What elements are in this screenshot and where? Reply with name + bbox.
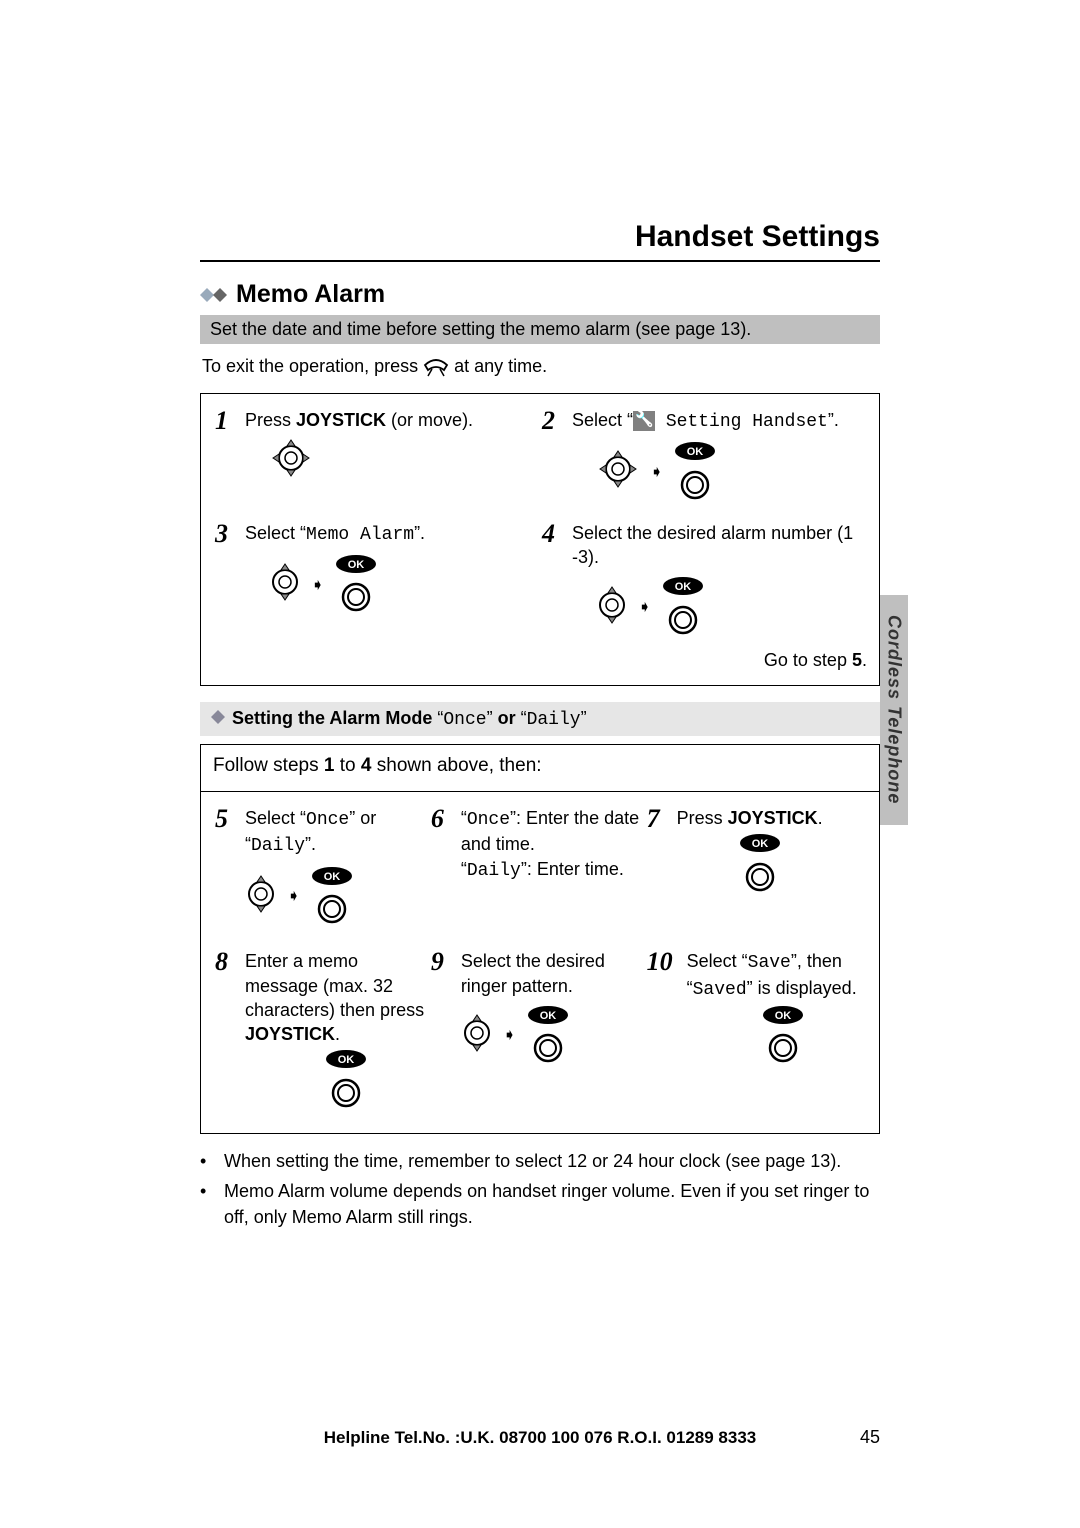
step-3: 3 Select “Memo Alarm”. ➧ [213, 517, 540, 646]
hangup-icon [422, 350, 450, 383]
step-10: 10 Select “Save”, then “Saved” is displa… [645, 945, 861, 1119]
press-icon [340, 581, 372, 619]
ok-icon [673, 442, 717, 466]
page-title: Handset Settings [200, 220, 880, 262]
joystick-full-icon [269, 436, 313, 486]
bullet-icon: • [200, 1178, 214, 1230]
page-number: 45 [860, 1427, 880, 1448]
step-6: 6 “Once”: Enter the date and time. “Dail… [429, 802, 645, 935]
ok-icon [661, 577, 705, 601]
notes-list: •When setting the time, remember to sele… [200, 1146, 880, 1232]
arrow-icon: ➧ [287, 886, 300, 908]
step-5: 5 Select “Once” or “Daily”. ➧ [213, 802, 429, 935]
press-icon [679, 469, 711, 507]
subheading: Setting the Alarm Mode “Once” or “Daily” [200, 702, 880, 736]
press-icon [744, 861, 776, 899]
section-title-text: Memo Alarm [236, 280, 385, 309]
ok-icon [526, 1006, 570, 1030]
step-1: 1 Press JOYSTICK (or move). [213, 404, 540, 511]
joystick-ud-icon [461, 1011, 493, 1061]
joystick-ud-icon [596, 583, 628, 633]
press-icon [532, 1032, 564, 1070]
steps-box-bottom: Follow steps 1 to 4 shown above, then: 5… [200, 744, 880, 1134]
section-heading: Memo Alarm [200, 280, 880, 309]
step-2: 2 Select “ Setting Handset”. ➧ [540, 404, 867, 511]
follow-row: Follow steps 1 to 4 shown above, then: [201, 745, 879, 792]
joystick-ud-icon [245, 872, 277, 922]
arrow-icon: ➧ [311, 575, 324, 597]
joystick-ud-icon [269, 560, 301, 610]
step-8: 8 Enter a memo message (max. 32 characte… [213, 945, 429, 1119]
diamond-pair-icon [200, 287, 230, 303]
goto-step: Go to step 5. [213, 646, 867, 671]
diamond-icon [210, 709, 226, 730]
arrow-icon: ➧ [503, 1025, 516, 1047]
steps-box-top: 1 Press JOYSTICK (or move). 2 Select “ S… [200, 393, 880, 686]
press-icon [316, 893, 348, 931]
ok-icon [738, 834, 782, 858]
press-icon [667, 604, 699, 642]
step-4: 4 Select the desired alarm number (1 -3)… [540, 517, 867, 646]
bullet-icon: • [200, 1148, 214, 1174]
note-bar: Set the date and time before setting the… [200, 315, 880, 344]
arrow-icon: ➧ [650, 462, 663, 484]
press-icon [330, 1077, 362, 1115]
exit-instruction: To exit the operation, press at any time… [200, 344, 880, 393]
step-7: 7 Press JOYSTICK. [645, 802, 861, 935]
arrow-icon: ➧ [638, 597, 651, 619]
step-9: 9 Select the desired ringer pattern. ➧ [429, 945, 645, 1119]
joystick-full-icon [596, 447, 640, 497]
ok-icon [761, 1006, 805, 1030]
side-tab: Cordless Telephone [880, 595, 908, 825]
wrench-icon [633, 411, 655, 431]
ok-icon [324, 1050, 368, 1074]
footer-helpline: Helpline Tel.No. :U.K. 08700 100 076 R.O… [0, 1428, 1080, 1448]
press-icon [767, 1032, 799, 1070]
ok-icon [310, 867, 354, 891]
ok-icon [334, 555, 378, 579]
